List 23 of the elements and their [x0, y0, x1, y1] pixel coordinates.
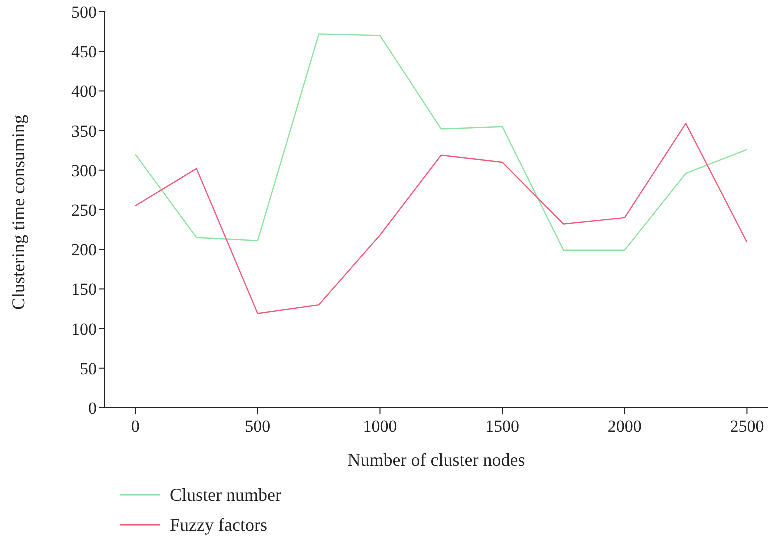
legend-label: Fuzzy factors: [170, 514, 268, 536]
y-tick-label: 50: [80, 359, 97, 378]
line-series: [134, 123, 748, 314]
y-tick-label: 250: [72, 201, 97, 220]
y-tick-label: 150: [72, 280, 97, 300]
x-tick-label: 2500: [730, 417, 764, 436]
x-tick-label: 0: [131, 417, 140, 436]
x-tick-label: 500: [245, 417, 271, 436]
legend-label: Cluster number: [170, 484, 282, 506]
line-series: [134, 34, 748, 251]
x-tick-label: 2000: [608, 417, 642, 436]
y-tick-label: 300: [72, 161, 97, 180]
x-axis-title: Number of cluster nodes: [348, 450, 526, 470]
y-tick-label: 0: [88, 399, 97, 418]
y-tick-label: 400: [72, 82, 97, 102]
y-tick-label: 500: [72, 3, 97, 22]
x-tick-label: 1500: [486, 417, 520, 436]
y-tick-label: 350: [72, 122, 97, 141]
y-tick-label: 200: [72, 240, 97, 260]
y-axis-title: Clustering time consuming: [8, 115, 28, 310]
y-tick-label: 450: [72, 42, 97, 62]
y-tick-label: 100: [72, 320, 97, 339]
x-tick-label: 1000: [363, 417, 398, 436]
